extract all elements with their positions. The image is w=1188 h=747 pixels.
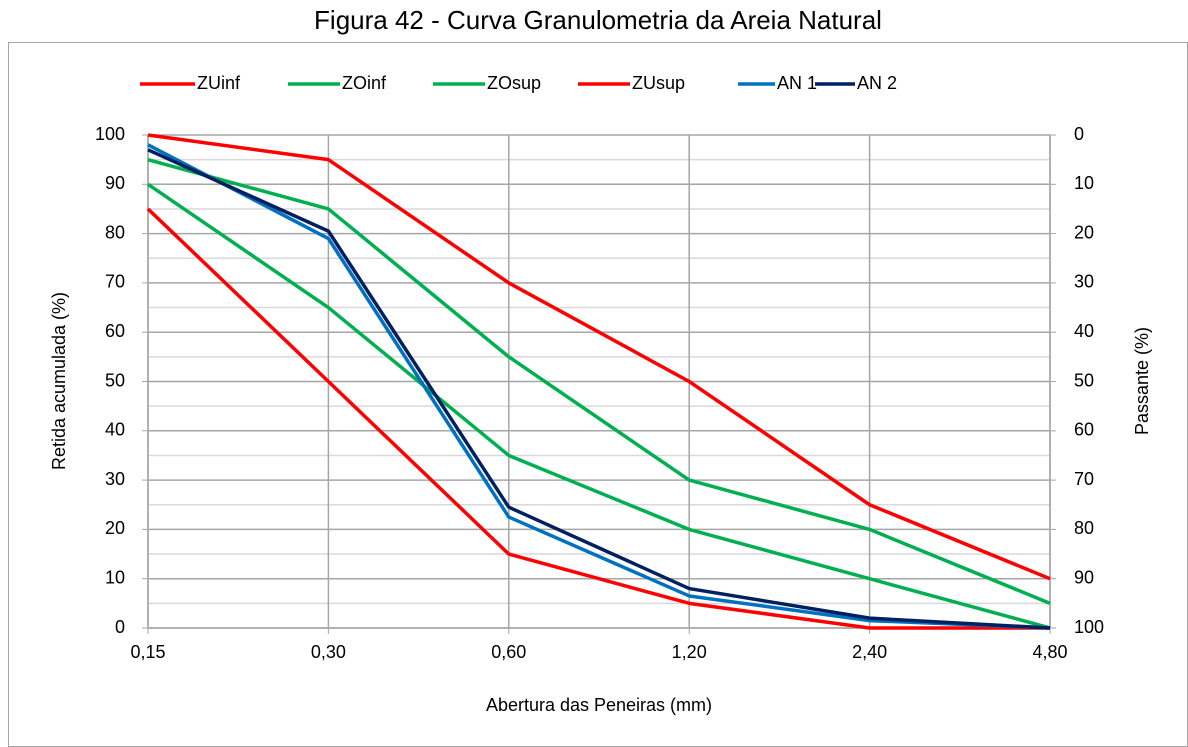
y2-tick-label: 100 xyxy=(1074,617,1104,637)
x-tick-label: 1,20 xyxy=(672,642,707,662)
y2-tick-label: 0 xyxy=(1074,124,1084,144)
x-axis-title: Abertura das Peneiras (mm) xyxy=(486,695,712,715)
legend-label: AN 2 xyxy=(857,73,897,93)
y2-tick-label: 90 xyxy=(1074,567,1094,587)
series-line xyxy=(146,207,1050,630)
y2-axis-title: Passante (%) xyxy=(1132,327,1152,435)
x-tick-label: 0,60 xyxy=(491,642,526,662)
y2-tick-label: 70 xyxy=(1074,469,1094,489)
y2-tick-label: 20 xyxy=(1074,222,1094,242)
legend-label: ZUsup xyxy=(632,73,685,93)
y-tick-label: 80 xyxy=(105,222,125,242)
y-tick-label: 0 xyxy=(115,617,125,637)
chart-frame xyxy=(8,42,1188,747)
x-tick-label: 2,40 xyxy=(852,642,887,662)
y-tick-label: 100 xyxy=(95,124,125,144)
series-line xyxy=(147,182,1051,630)
chart-title: Figura 42 - Curva Granulometria da Areia… xyxy=(314,5,882,35)
y-tick-label: 70 xyxy=(105,272,125,292)
y2-tick-label: 50 xyxy=(1074,370,1094,390)
series-line xyxy=(147,143,1051,630)
y2-tick-label: 40 xyxy=(1074,321,1094,341)
legend-label: ZOinf xyxy=(342,73,387,93)
x-tick-label: 4,80 xyxy=(1032,642,1067,662)
legend-label: ZUinf xyxy=(197,73,241,93)
y-tick-label: 60 xyxy=(105,321,125,341)
series-line xyxy=(147,148,1051,630)
y-tick-label: 40 xyxy=(105,420,125,440)
y-axis-title: Retida acumulada (%) xyxy=(49,292,69,470)
legend-label: AN 1 xyxy=(777,73,817,93)
y2-tick-label: 80 xyxy=(1074,518,1094,538)
y-tick-label: 30 xyxy=(105,469,125,489)
y2-tick-label: 60 xyxy=(1074,420,1094,440)
y-tick-label: 90 xyxy=(105,173,125,193)
y2-tick-label: 30 xyxy=(1074,272,1094,292)
y-tick-label: 50 xyxy=(105,370,125,390)
y-tick-label: 10 xyxy=(105,567,125,587)
legend-label: ZOsup xyxy=(487,73,541,93)
x-tick-label: 0,30 xyxy=(311,642,346,662)
y-tick-label: 20 xyxy=(105,518,125,538)
x-tick-label: 0,15 xyxy=(130,642,165,662)
series-line xyxy=(147,157,1051,605)
y2-tick-label: 10 xyxy=(1074,173,1094,193)
series-line xyxy=(147,133,1051,581)
